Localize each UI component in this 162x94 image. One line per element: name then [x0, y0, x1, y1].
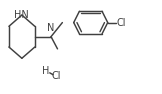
Text: Cl: Cl — [52, 71, 61, 81]
Text: Cl: Cl — [116, 18, 126, 28]
Text: HN: HN — [14, 10, 29, 20]
Text: H: H — [42, 66, 50, 76]
Text: N: N — [47, 23, 55, 33]
